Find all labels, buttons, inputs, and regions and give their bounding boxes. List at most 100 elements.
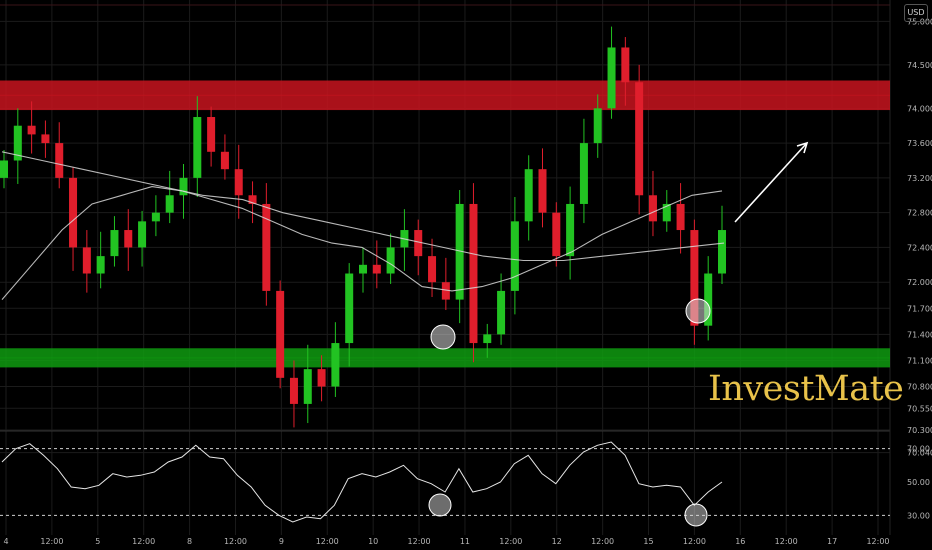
candle-body	[179, 177, 188, 196]
candle-body	[566, 203, 575, 257]
x-tick-label: 12:00	[683, 537, 706, 546]
x-tick-label: 12	[552, 537, 562, 546]
y-tick-label: 70.550	[907, 404, 932, 413]
candle-body	[510, 221, 519, 291]
y-tick-label: 70.300	[907, 426, 932, 435]
candle-body	[524, 169, 533, 222]
candle-body	[27, 125, 36, 135]
y-tick-label: 72.400	[907, 243, 932, 252]
y-tick-label: 71.700	[907, 304, 932, 313]
candle-body	[138, 221, 147, 248]
moving-average-slow	[1, 151, 725, 262]
candle-body	[414, 230, 423, 257]
currency-button[interactable]: USD	[904, 4, 928, 22]
touch-circle	[430, 324, 456, 350]
x-tick-label: 4	[3, 537, 8, 546]
candle-body	[303, 369, 312, 404]
candle-body	[69, 177, 78, 248]
candle-body	[372, 264, 381, 274]
candle-body	[289, 377, 298, 404]
watermark-logo: InvestMate	[708, 369, 904, 409]
x-tick-label: 8	[187, 537, 192, 546]
trend-arrow-head	[796, 141, 809, 154]
candle-body	[276, 290, 285, 378]
x-tick-label: 17	[827, 537, 837, 546]
x-tick-label: 12:00	[408, 537, 431, 546]
x-tick-label: 12:00	[591, 537, 614, 546]
x-tick-label: 11	[460, 537, 470, 546]
candle-body	[220, 151, 229, 170]
x-tick-label: 12:00	[499, 537, 522, 546]
osc-touch-circle	[428, 493, 452, 517]
candle-body	[662, 203, 671, 222]
candle-body	[607, 47, 616, 109]
x-tick-label: 12:00	[775, 537, 798, 546]
osc-touch-circle	[684, 503, 708, 527]
x-tick-label: 9	[279, 537, 284, 546]
oscillator-line	[1, 441, 723, 523]
candle-body	[331, 343, 340, 387]
candle-body	[704, 273, 713, 326]
candle-body	[262, 203, 271, 291]
candle-body	[552, 212, 561, 257]
candle-body	[248, 195, 257, 204]
candle-body	[579, 143, 588, 204]
candle-body	[621, 47, 630, 83]
candle-body	[497, 290, 506, 335]
x-tick-label: 10	[368, 537, 378, 546]
candle-body	[359, 264, 367, 274]
y-tick-label: 71.400	[907, 330, 932, 339]
x-tick-label: 12:00	[40, 537, 63, 546]
candle-body	[124, 230, 133, 248]
candle-body	[690, 230, 699, 326]
moving-averages	[1, 151, 725, 300]
candle-body	[82, 247, 91, 274]
x-tick-label: 16	[735, 537, 745, 546]
x-tick-label: 12:00	[866, 537, 889, 546]
y-tick-label: 73.200	[907, 174, 932, 183]
osc-tick-label: 70.00	[907, 445, 930, 454]
candle-body	[718, 230, 726, 274]
x-tick-label: 12:00	[316, 537, 339, 546]
moving-average-fast	[1, 186, 723, 300]
y-tick-label: 70.040	[907, 449, 932, 458]
candle-body	[96, 256, 105, 274]
x-tick-label: 5	[95, 537, 100, 546]
candle-body	[0, 160, 8, 178]
candle-body	[676, 203, 685, 231]
candle-body	[593, 108, 602, 144]
x-tick-label: 15	[643, 537, 653, 546]
oscillator-panel	[0, 441, 890, 527]
candle-body	[317, 369, 326, 387]
candle-body	[13, 125, 22, 161]
y-tick-label: 74.500	[907, 61, 932, 70]
candle-body	[165, 195, 174, 213]
price-zones	[0, 80, 890, 368]
y-tick-label: 73.600	[907, 139, 932, 148]
y-tick-label: 74.000	[907, 104, 932, 113]
grid-lines	[0, 0, 891, 535]
candle-body	[110, 230, 119, 257]
candle-body	[55, 143, 64, 178]
touch-circle	[685, 298, 711, 324]
osc-tick-label: 30.00	[907, 511, 930, 520]
y-tick-label: 72.800	[907, 209, 932, 218]
candle-body	[538, 169, 547, 213]
x-tick-label: 12:00	[224, 537, 247, 546]
candle-body	[41, 134, 50, 144]
candle-body	[635, 82, 644, 196]
annotations	[430, 141, 809, 350]
candle-body	[648, 195, 657, 222]
candle-body	[193, 117, 202, 178]
osc-tick-label: 50.00	[907, 478, 930, 487]
candle-body	[483, 334, 492, 344]
candle-body	[386, 247, 395, 274]
candle-body	[428, 256, 437, 283]
y-tick-label: 72.000	[907, 278, 932, 287]
candle-body	[345, 273, 354, 344]
candles	[0, 26, 726, 428]
candle-body	[234, 169, 243, 196]
candle-body	[207, 117, 216, 152]
candle-body	[469, 203, 478, 344]
